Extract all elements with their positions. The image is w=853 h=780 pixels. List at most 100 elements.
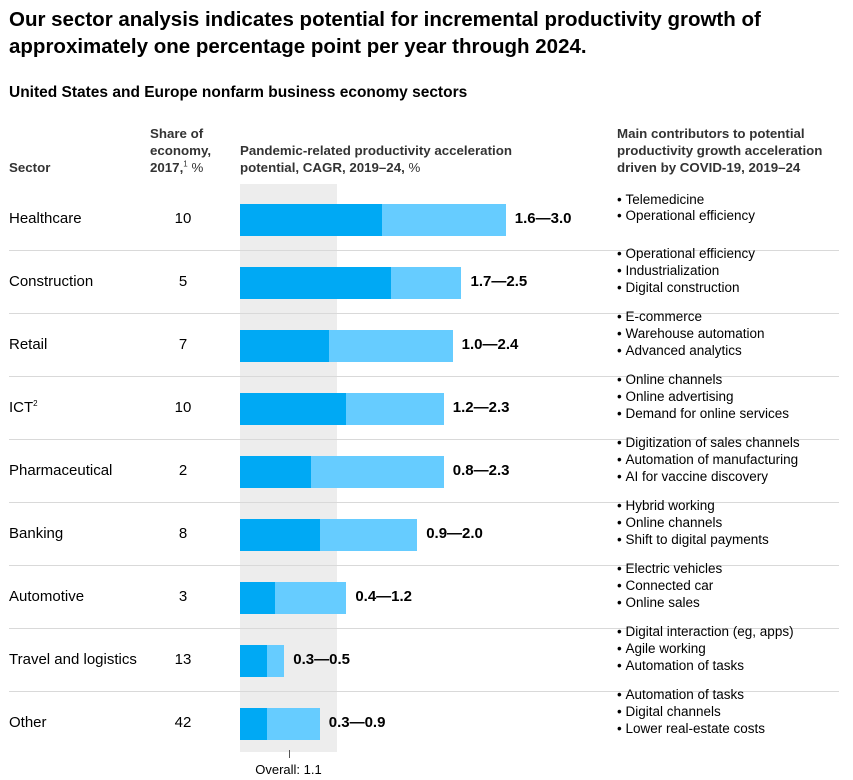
contributor-item: Demand for online services [617, 406, 789, 423]
contributors-list: Digital interaction (eg, apps)Agile work… [617, 624, 794, 675]
bar-high-segment [328, 329, 453, 362]
row-separator [9, 502, 839, 503]
contributors-list: Electric vehiclesConnected carOnline sal… [617, 561, 722, 611]
share-value: 5 [178, 272, 188, 290]
share-column-header: Share of economy, 2017,1 % [150, 125, 225, 176]
range-label: 0.4—1.2 [355, 587, 413, 605]
sector-label: Other [9, 713, 47, 731]
contributors-column-header: Main contributors to potential productiv… [617, 125, 849, 176]
bar-low-segment [240, 203, 382, 236]
contributor-item: Digital channels [617, 704, 765, 721]
bar-high-segment [310, 455, 444, 488]
bar-low-segment [240, 644, 267, 677]
row-separator [9, 250, 839, 251]
contributor-item: Digitization of sales channels [617, 435, 799, 452]
share-value: 3 [178, 587, 188, 605]
contributor-item: Online advertising [617, 389, 789, 406]
bar-high-segment [346, 392, 444, 425]
acceleration-unit: % [408, 160, 421, 175]
contributor-item: Telemedicine [617, 192, 755, 209]
share-value: 8 [178, 524, 188, 542]
chart-title: Our sector analysis indicates potential … [9, 8, 761, 58]
sector-label: Pharmaceutical [9, 461, 113, 479]
contributor-item: AI for vaccine discovery [617, 469, 800, 486]
sector-column-header: Sector [9, 159, 50, 176]
acceleration-header-text: Pandemic-related productivity accelerati… [240, 143, 512, 175]
contributor-item: Warehouse automation [617, 326, 764, 343]
overall-tick [289, 750, 290, 758]
share-value: 2 [178, 461, 188, 479]
acceleration-column-header: Pandemic-related productivity accelerati… [240, 142, 560, 176]
contributors-list: E-commerceWarehouse automationAdvanced a… [617, 309, 765, 360]
range-label: 1.2—2.3 [452, 398, 510, 416]
contributor-item: Electric vehicles [617, 561, 722, 578]
contributors-list: Hybrid workingOnline channelsShift to di… [617, 498, 769, 549]
contributor-item: Automation of tasks [617, 687, 765, 704]
bar-low-segment [240, 266, 391, 299]
bar-low-segment [240, 392, 347, 425]
contributor-item: Industrialization [617, 263, 755, 280]
contributors-list: Operational efficiencyIndustrializationD… [617, 246, 755, 296]
contributors-list: Digitization of sales channelsAutomation… [617, 435, 800, 486]
overall-label: Overall: 1.1 [255, 762, 322, 777]
range-label: 0.3—0.5 [293, 650, 351, 668]
contributor-item: Online channels [617, 372, 789, 389]
share-value: 13 [174, 650, 192, 668]
contributor-item: Agile working [617, 641, 794, 658]
sector-label: Healthcare [9, 209, 82, 227]
bar-high-segment [266, 644, 285, 677]
share-header-text: Share of economy, 2017, [150, 126, 212, 175]
chart-subtitle: United States and Europe nonfarm busines… [9, 84, 468, 101]
range-label: 0.8—2.3 [452, 461, 510, 479]
contributor-item: Automation of manufacturing [617, 452, 800, 469]
contributors-list: TelemedicineOperational efficiency [617, 192, 755, 226]
contributor-item: E-commerce [617, 309, 765, 326]
contributor-item: Digital interaction (eg, apps) [617, 624, 793, 641]
contributor-item: Operational efficiency [617, 246, 755, 263]
contributors-header-text: Main contributors to potential productiv… [617, 126, 823, 175]
sector-footnote-marker: 2 [33, 398, 38, 408]
bar-low-segment [240, 329, 329, 362]
row-separator [9, 628, 839, 629]
share-value: 7 [178, 335, 188, 353]
bar-low-segment [240, 581, 276, 614]
bar-low-segment [240, 518, 320, 551]
contributor-item: Shift to digital payments [617, 532, 768, 549]
contributor-item: Online sales [617, 595, 722, 612]
share-value: 10 [174, 398, 192, 416]
share-value: 42 [174, 713, 192, 731]
bar-high-segment [275, 581, 347, 614]
contributor-item: Lower real-estate costs [617, 721, 765, 738]
range-label: 0.3—0.9 [328, 713, 386, 731]
bar-high-segment [390, 266, 462, 299]
range-label: 0.9—2.0 [426, 524, 483, 542]
contributor-item: Online channels [617, 515, 769, 532]
contributor-item: Advanced analytics [617, 343, 765, 360]
bar-high-segment [266, 707, 320, 740]
contributor-item: Operational efficiency [617, 208, 755, 225]
contributors-list: Online channelsOnline advertisingDemand … [617, 372, 789, 422]
bar-high-segment [319, 518, 418, 551]
contributor-item: Digital construction [617, 280, 755, 297]
sector-label: Automotive [9, 587, 85, 605]
range-label: 1.7—2.5 [470, 272, 528, 290]
contributor-item: Hybrid working [617, 498, 769, 515]
bar-low-segment [240, 455, 311, 488]
row-separator [9, 565, 839, 566]
sector-label: Travel and logistics [9, 650, 137, 668]
row-separator [9, 376, 839, 377]
contributor-item: Automation of tasks [617, 658, 794, 675]
contributor-item: Connected car [617, 578, 722, 595]
share-value: 10 [174, 209, 192, 227]
range-label: 1.0—2.4 [461, 335, 519, 353]
sector-header-text: Sector [9, 160, 51, 175]
sector-label: Retail [9, 335, 48, 353]
contributors-list: Automation of tasksDigital channelsLower… [617, 687, 765, 737]
row-separator [9, 313, 839, 314]
share-footnote-marker: 1 [183, 159, 188, 169]
sector-label: Construction [9, 272, 94, 290]
bar-low-segment [240, 707, 267, 740]
bar-high-segment [381, 203, 506, 236]
sector-label: Banking [9, 524, 64, 542]
row-separator [9, 691, 839, 692]
